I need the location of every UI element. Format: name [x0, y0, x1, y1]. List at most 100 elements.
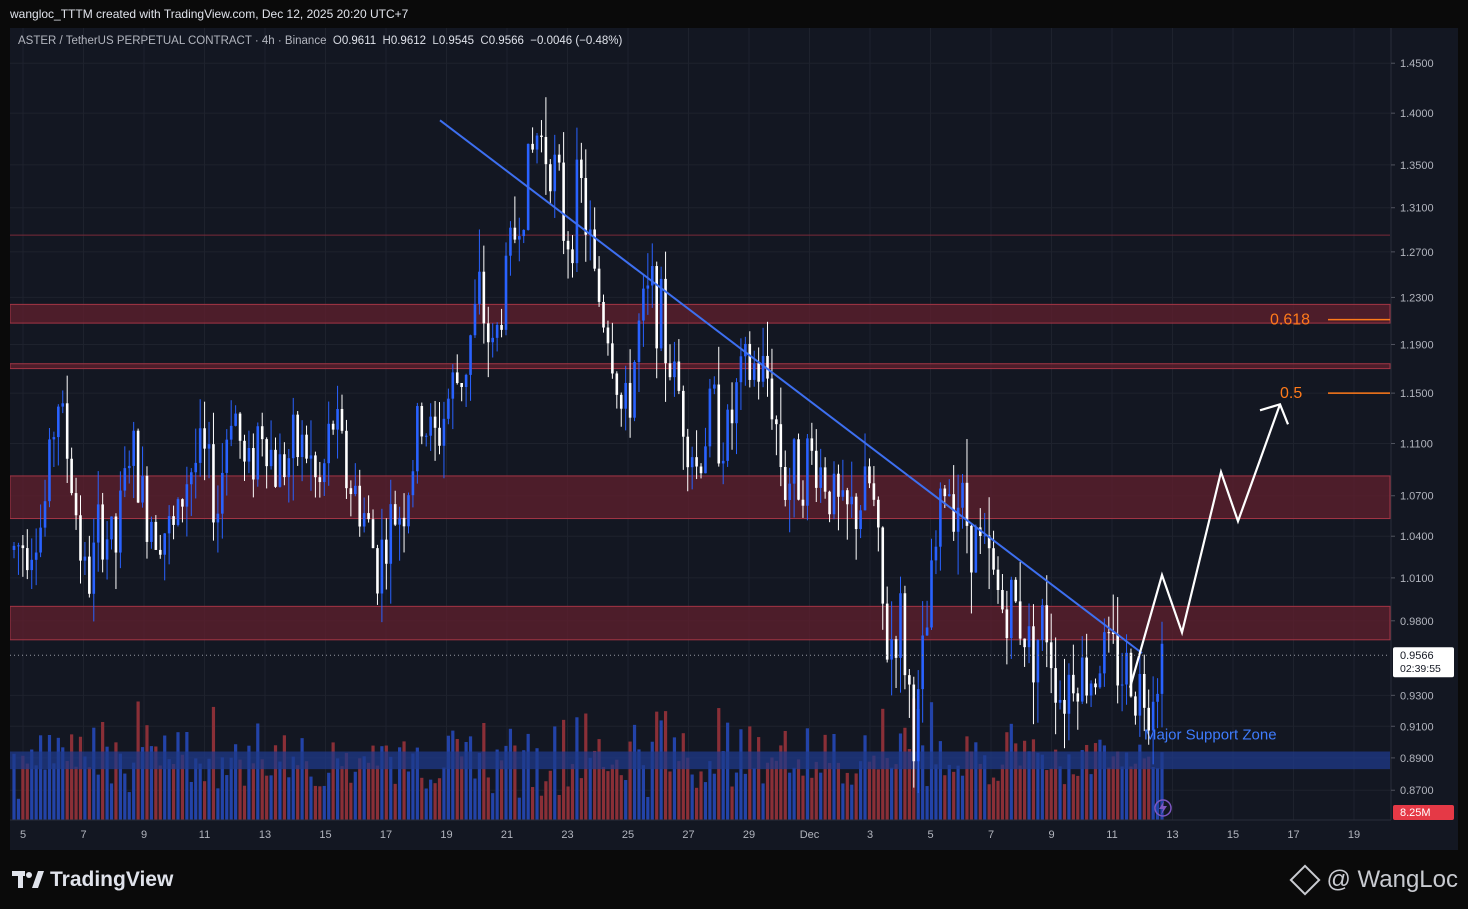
candle-body	[557, 154, 561, 163]
volume-bar	[974, 742, 978, 820]
candle-body	[221, 472, 224, 514]
resistance-zone	[10, 363, 1391, 370]
candle-body	[17, 545, 20, 547]
x-tick-label: 23	[561, 829, 573, 841]
candle-body	[699, 466, 703, 474]
volume-bar	[1005, 732, 1009, 820]
x-tick-label: 27	[682, 829, 694, 841]
candle-body	[681, 390, 685, 437]
candle-body	[287, 458, 291, 478]
candle-body	[1134, 696, 1137, 716]
candle-body	[1116, 634, 1119, 686]
time-axis[interactable]	[10, 820, 1458, 850]
tradingview-logo[interactable]: TradingView	[12, 868, 173, 892]
chart-frame[interactable]: Major Support Zone 0.618 0.5 1.4500 1.4000…	[10, 28, 1458, 850]
volume-bar	[362, 756, 366, 820]
volume-bar	[499, 760, 504, 820]
volume-bar	[854, 773, 858, 820]
volume-bar	[1009, 723, 1013, 820]
candle-body	[965, 482, 969, 526]
volume-bar	[739, 729, 743, 820]
candle-body	[353, 485, 357, 495]
candle-body	[296, 414, 299, 458]
volume-bar	[579, 778, 583, 820]
candle-body	[611, 343, 614, 374]
candle-body	[854, 496, 858, 530]
volume-bar	[442, 767, 446, 820]
volume-bar	[890, 767, 894, 820]
volume-bar	[1138, 744, 1142, 820]
candle-body	[939, 488, 942, 547]
candle-body	[580, 159, 583, 179]
y-tick-label: 1.0400	[1400, 531, 1434, 543]
candle-body	[52, 437, 56, 440]
candle-body	[704, 446, 707, 474]
candle-body	[21, 545, 25, 549]
candle-body	[136, 430, 140, 503]
candle-body	[424, 435, 428, 437]
candle-body	[300, 434, 304, 458]
volume-bar	[451, 730, 455, 820]
candle-body	[336, 409, 339, 430]
candle-body	[1054, 668, 1057, 703]
zones: Major Support Zone	[10, 234, 1391, 770]
price-chart[interactable]: Major Support Zone 0.618 0.5 1.4500 1.4000…	[10, 28, 1458, 850]
candle-body	[845, 490, 849, 505]
volume-bar	[30, 749, 34, 820]
volume-bar	[420, 777, 424, 820]
volume-bar	[167, 759, 171, 820]
close-label: C	[480, 35, 489, 47]
volume-bar	[1022, 740, 1027, 820]
volume-bar	[234, 744, 238, 820]
candle-body	[48, 439, 51, 502]
x-tick-label: 21	[501, 829, 513, 841]
symbol-title[interactable]: ASTER / TetherUS PERPETUAL CONTRACT · 4h…	[18, 35, 327, 47]
y-tick-label: 1.0700	[1400, 491, 1434, 503]
candle-body	[420, 406, 424, 437]
last-price-value: 0.9566	[1400, 650, 1434, 662]
candle-body	[407, 495, 410, 527]
volume-bar	[983, 755, 987, 820]
candle-body	[1076, 693, 1080, 702]
volume-bar	[189, 781, 193, 820]
candle-body	[841, 490, 845, 497]
y-tick-label: 1.1500	[1400, 388, 1434, 400]
volume-bar	[544, 781, 548, 820]
volume-bar	[686, 757, 690, 820]
volume-bar	[743, 773, 747, 820]
y-tick-label: 0.8700	[1400, 785, 1434, 797]
volume-bar	[1040, 754, 1044, 820]
candle-body	[814, 450, 818, 488]
candle-body	[101, 504, 104, 560]
volume-bar	[145, 725, 149, 820]
y-tick-label: 0.9800	[1400, 616, 1434, 628]
candle-body	[863, 466, 867, 511]
candle-body	[859, 510, 862, 530]
candle-body	[792, 439, 796, 484]
support-zone	[10, 751, 1390, 770]
volume-bar	[659, 720, 663, 820]
price-axis[interactable]	[1391, 28, 1458, 850]
volume-bar	[969, 751, 974, 820]
volume-bar	[539, 795, 544, 820]
volume-bar	[952, 771, 956, 820]
candle-body	[212, 444, 215, 523]
y-tick-label: 0.9300	[1400, 690, 1434, 702]
volume-bar	[486, 777, 490, 820]
volume-bar	[171, 764, 176, 820]
volume-bar	[814, 761, 818, 820]
volume-bar	[903, 727, 907, 820]
volume-bar	[123, 773, 127, 820]
candle-body	[912, 684, 916, 762]
y-tick-label: 1.4000	[1400, 108, 1434, 120]
fib-label: 0.5	[1280, 385, 1302, 402]
volume-bar	[389, 756, 393, 820]
volume-bar	[938, 741, 942, 820]
volume-bar	[513, 745, 517, 820]
lightning-icon[interactable]	[1154, 799, 1172, 817]
candle-body	[123, 468, 127, 491]
candle-body	[167, 516, 171, 534]
candle-body	[619, 394, 623, 409]
volume-bar	[127, 792, 131, 820]
candle-body	[83, 556, 87, 561]
